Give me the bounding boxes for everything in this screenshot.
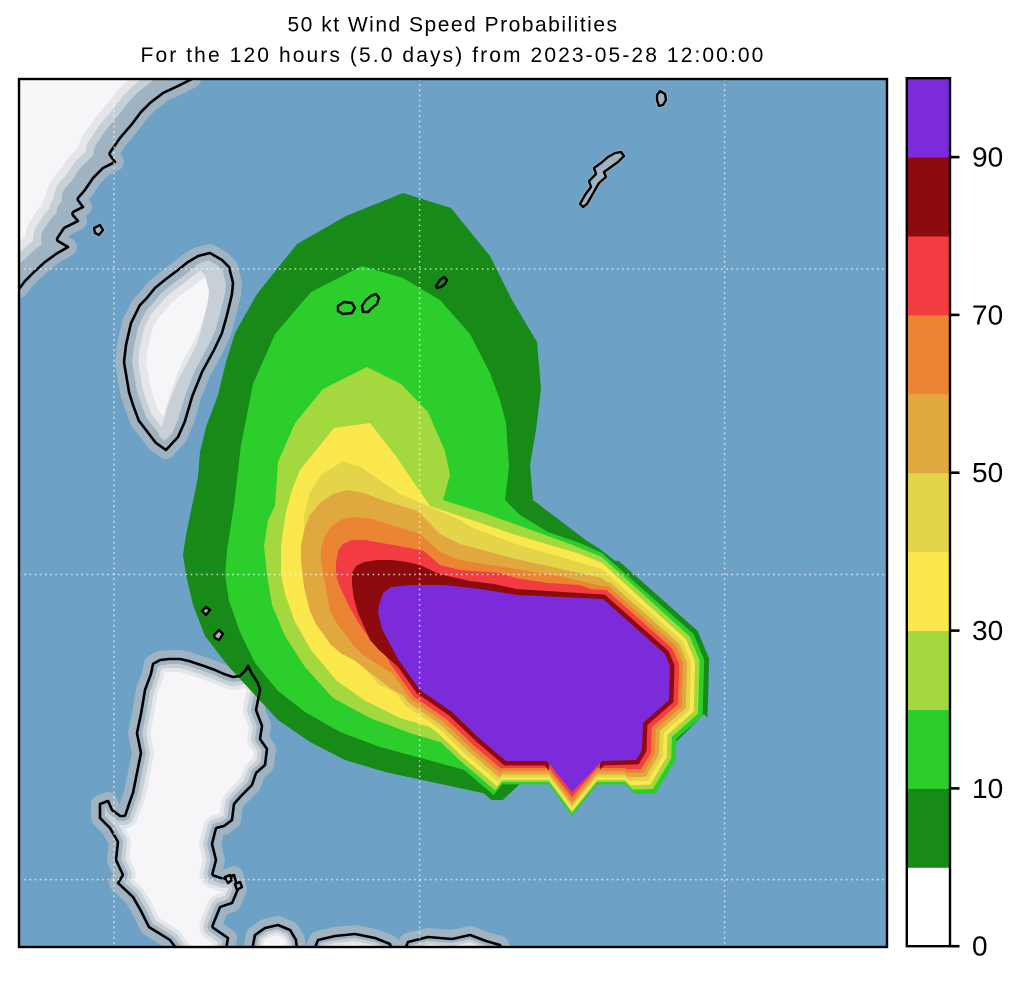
svg-text:30: 30 bbox=[972, 615, 1003, 646]
svg-text:0: 0 bbox=[972, 931, 988, 962]
svg-text:50 kt Wind Speed Probabilities: 50 kt Wind Speed Probabilities bbox=[288, 14, 619, 37]
svg-text:10: 10 bbox=[972, 773, 1003, 804]
svg-text:70: 70 bbox=[972, 299, 1003, 330]
svg-text:50: 50 bbox=[972, 457, 1003, 488]
svg-text:90: 90 bbox=[972, 142, 1003, 173]
svg-text:For the 120 hours (5.0 days) f: For the 120 hours (5.0 days) from 2023-0… bbox=[141, 44, 766, 67]
